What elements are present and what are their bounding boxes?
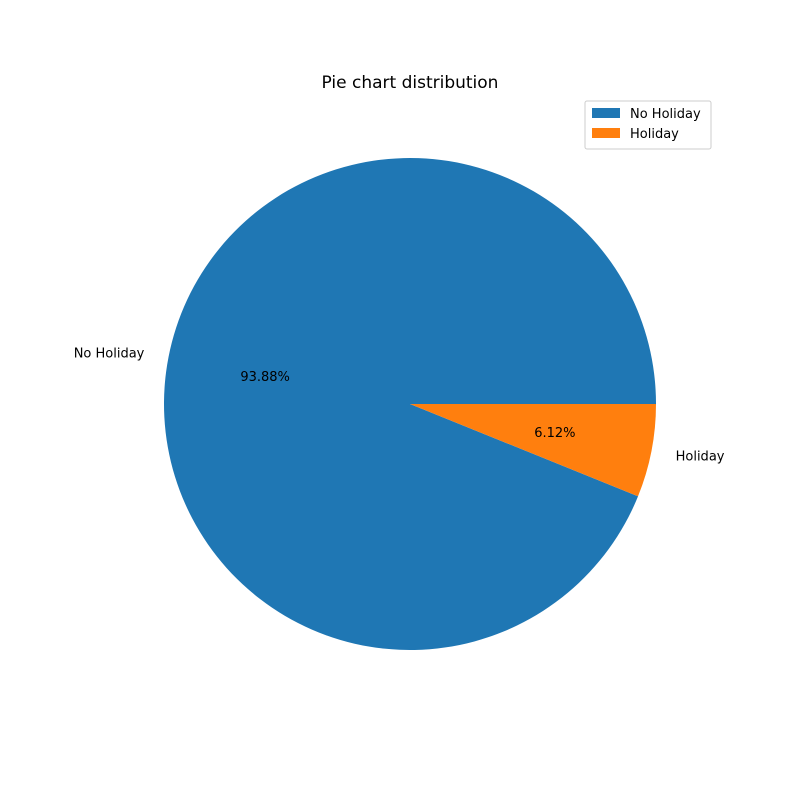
category-label: Holiday bbox=[676, 450, 725, 465]
pie-slice-no-holiday bbox=[163, 157, 656, 650]
legend: No Holiday Holiday bbox=[584, 100, 712, 150]
percent-label: 93.88% bbox=[240, 370, 290, 385]
pie-labels: No Holiday 93.88% Holiday 6.12% bbox=[74, 346, 725, 464]
legend-entries: No Holiday Holiday bbox=[592, 107, 701, 142]
chart-title: Pie chart distribution bbox=[322, 73, 499, 93]
pie-slice-holiday bbox=[410, 404, 656, 497]
legend-label: No Holiday bbox=[630, 107, 701, 122]
category-label: No Holiday bbox=[74, 346, 145, 361]
legend-label: Holiday bbox=[630, 127, 679, 142]
legend-swatch bbox=[592, 128, 620, 138]
percent-label: 6.12% bbox=[534, 426, 575, 441]
pie-slices bbox=[163, 157, 656, 650]
legend-swatch bbox=[592, 108, 620, 118]
